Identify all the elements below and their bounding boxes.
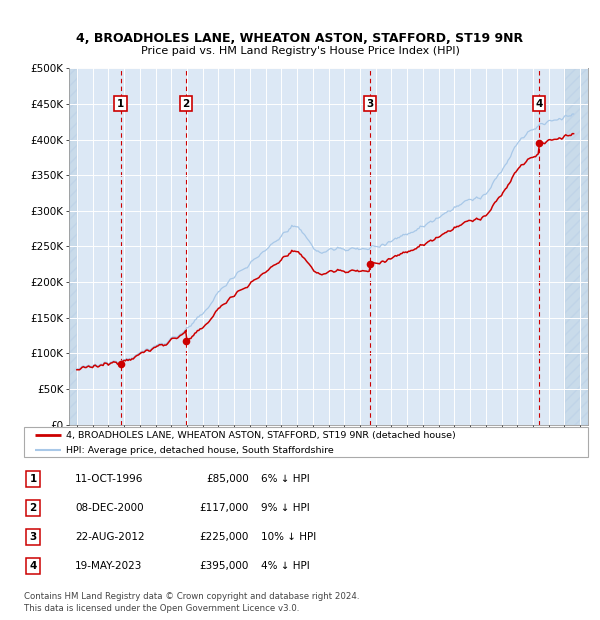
Text: HPI: Average price, detached house, South Staffordshire: HPI: Average price, detached house, Sout… — [66, 446, 334, 455]
Text: £395,000: £395,000 — [200, 561, 249, 571]
Text: £85,000: £85,000 — [206, 474, 249, 484]
Text: £117,000: £117,000 — [200, 503, 249, 513]
Bar — [69, 68, 77, 425]
FancyBboxPatch shape — [24, 427, 588, 457]
Text: 22-AUG-2012: 22-AUG-2012 — [75, 532, 145, 542]
Text: 4: 4 — [29, 561, 37, 571]
Text: 19-MAY-2023: 19-MAY-2023 — [75, 561, 142, 571]
Text: 9% ↓ HPI: 9% ↓ HPI — [261, 503, 310, 513]
Text: 2: 2 — [182, 99, 190, 109]
Text: This data is licensed under the Open Government Licence v3.0.: This data is licensed under the Open Gov… — [24, 604, 299, 613]
Text: 3: 3 — [29, 532, 37, 542]
Text: £225,000: £225,000 — [200, 532, 249, 542]
Text: 1: 1 — [29, 474, 37, 484]
Bar — [565, 68, 588, 425]
Text: 4% ↓ HPI: 4% ↓ HPI — [261, 561, 310, 571]
Text: 4, BROADHOLES LANE, WHEATON ASTON, STAFFORD, ST19 9NR (detached house): 4, BROADHOLES LANE, WHEATON ASTON, STAFF… — [66, 431, 456, 440]
Bar — [69, 68, 77, 425]
Text: Contains HM Land Registry data © Crown copyright and database right 2024.: Contains HM Land Registry data © Crown c… — [24, 592, 359, 601]
Text: 4: 4 — [535, 99, 542, 109]
Text: 2: 2 — [29, 503, 37, 513]
Text: 6% ↓ HPI: 6% ↓ HPI — [261, 474, 310, 484]
Text: 3: 3 — [367, 99, 374, 109]
Text: 08-DEC-2000: 08-DEC-2000 — [75, 503, 143, 513]
Bar — [565, 68, 588, 425]
Text: 4, BROADHOLES LANE, WHEATON ASTON, STAFFORD, ST19 9NR: 4, BROADHOLES LANE, WHEATON ASTON, STAFF… — [76, 32, 524, 45]
Text: 10% ↓ HPI: 10% ↓ HPI — [261, 532, 316, 542]
Text: 11-OCT-1996: 11-OCT-1996 — [75, 474, 143, 484]
Text: Price paid vs. HM Land Registry's House Price Index (HPI): Price paid vs. HM Land Registry's House … — [140, 46, 460, 56]
Text: 1: 1 — [117, 99, 124, 109]
